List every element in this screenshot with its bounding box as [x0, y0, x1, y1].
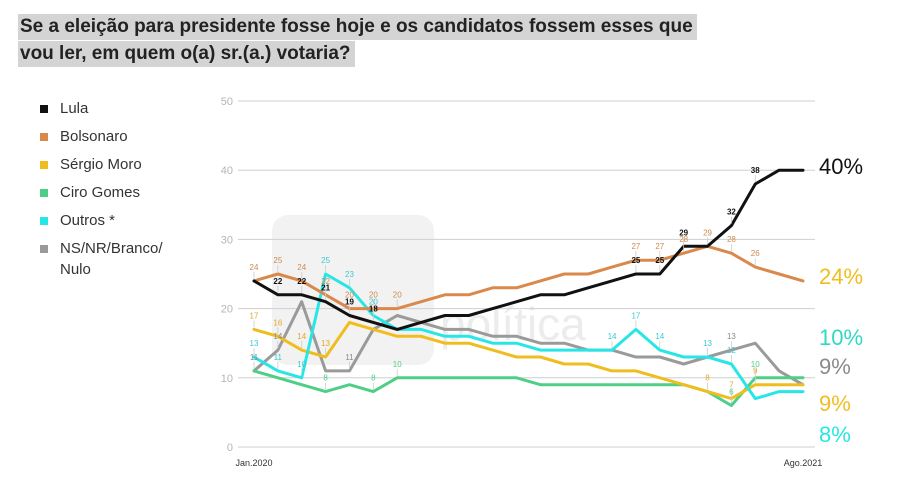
y-tick-label: 40 [221, 165, 233, 177]
legend-item-lula: Lula [40, 98, 163, 119]
legend-item-outros: Outros * [40, 210, 163, 231]
legend-label-lula: Lula [60, 100, 89, 117]
final-value-label: 24% [819, 264, 863, 289]
data-label: 26 [751, 249, 760, 258]
y-tick-label: 10 [221, 373, 233, 385]
x-tick-label-end: Ago.2021 [784, 458, 823, 468]
final-value-label: 8% [819, 422, 851, 447]
data-label: 10 [297, 360, 306, 369]
data-label: 32 [727, 208, 736, 217]
data-label: 22 [273, 277, 282, 286]
series-line-2 [252, 320, 805, 401]
data-label: 8 [371, 374, 376, 383]
data-label: 10 [751, 360, 760, 369]
data-label: 16 [273, 318, 282, 327]
legend-label-ciro: Ciro Gomes [60, 184, 141, 201]
data-label: 14 [297, 332, 306, 341]
data-label: 10 [393, 360, 402, 369]
data-label: 24 [250, 263, 259, 272]
legend-swatch-bolsonaro [40, 133, 48, 141]
data-label: 14 [655, 332, 664, 341]
data-label: 13 [321, 339, 330, 348]
legend-item-bolsonaro: Bolsonaro [40, 126, 163, 147]
data-label: 20 [345, 291, 354, 300]
legend-swatch-ciro [40, 189, 48, 197]
data-label: 25 [321, 256, 330, 265]
series-line-5 [252, 300, 805, 387]
legend: Lula Bolsonaro Sérgio Moro Ciro Gomes Ou… [40, 98, 163, 287]
legend-swatch-lula [40, 105, 48, 113]
data-label: 23 [345, 270, 354, 279]
data-label: 8 [705, 374, 710, 383]
data-label: 13 [727, 332, 736, 341]
data-label: 13 [250, 339, 259, 348]
legend-label-moro: Sérgio Moro [60, 156, 142, 173]
data-label: 25 [273, 256, 282, 265]
final-value-label: 9% [819, 354, 851, 379]
data-label: 11 [345, 353, 354, 362]
data-label: 38 [751, 166, 760, 175]
legend-item-nulo: NS/NR/Branco/ Nulo [40, 238, 163, 280]
legend-label-outros: Outros * [60, 212, 116, 229]
legend-item-ciro: Ciro Gomes [40, 182, 163, 203]
y-tick-label: 20 [221, 304, 233, 316]
chart-title: Se a eleição para presidente fosse hoje … [18, 14, 697, 68]
data-label: 27 [655, 242, 664, 251]
data-label: 27 [631, 242, 640, 251]
y-tick-label: 50 [221, 96, 233, 108]
x-tick-label-start: Jan.2020 [235, 458, 272, 468]
data-label: 20 [369, 298, 378, 307]
data-label: 22 [297, 277, 306, 286]
series-line-0 [252, 168, 805, 331]
data-label: 17 [250, 311, 259, 320]
data-label: 13 [703, 339, 712, 348]
data-label: 24 [297, 263, 306, 272]
data-label: 25 [631, 256, 640, 265]
data-label: 17 [631, 311, 640, 320]
y-tick-label: 30 [221, 234, 233, 246]
data-label: 14 [273, 332, 282, 341]
legend-swatch-outros [40, 217, 48, 225]
watermark-text: política [440, 298, 586, 350]
y-tick-label: 0 [227, 442, 233, 454]
title-line-1: Se a eleição para presidente fosse hoje … [18, 14, 697, 40]
data-label: 28 [727, 235, 736, 244]
data-label: 11 [274, 353, 283, 362]
final-value-label: 40% [819, 154, 863, 179]
series-line-4 [252, 272, 805, 401]
data-label: 11 [250, 353, 259, 362]
series-line-3 [252, 369, 805, 407]
data-label: 25 [655, 256, 664, 265]
title-line-2: vou ler, em quem o(a) sr.(a.) votaria? [18, 41, 355, 67]
legend-swatch-nulo [40, 245, 48, 253]
data-label: 14 [608, 332, 617, 341]
legend-swatch-moro [40, 161, 48, 169]
data-label: 20 [369, 291, 378, 300]
data-label: 29 [679, 228, 688, 237]
final-value-label: 9% [819, 391, 851, 416]
data-label: 7 [729, 381, 734, 390]
data-label: 28 [679, 235, 688, 244]
series-line-1 [252, 244, 805, 311]
legend-item-moro: Sérgio Moro [40, 154, 163, 175]
data-label: 6 [729, 387, 734, 396]
data-label: 22 [321, 277, 330, 286]
data-label: 8 [323, 374, 328, 383]
final-value-label: 10% [819, 325, 863, 350]
data-label: 20 [393, 291, 402, 300]
legend-label-nulo: NS/NR/Branco/ Nulo [60, 240, 163, 278]
legend-label-bolsonaro: Bolsonaro [60, 128, 128, 145]
data-label: 12 [727, 346, 736, 355]
data-label: 29 [703, 228, 712, 237]
